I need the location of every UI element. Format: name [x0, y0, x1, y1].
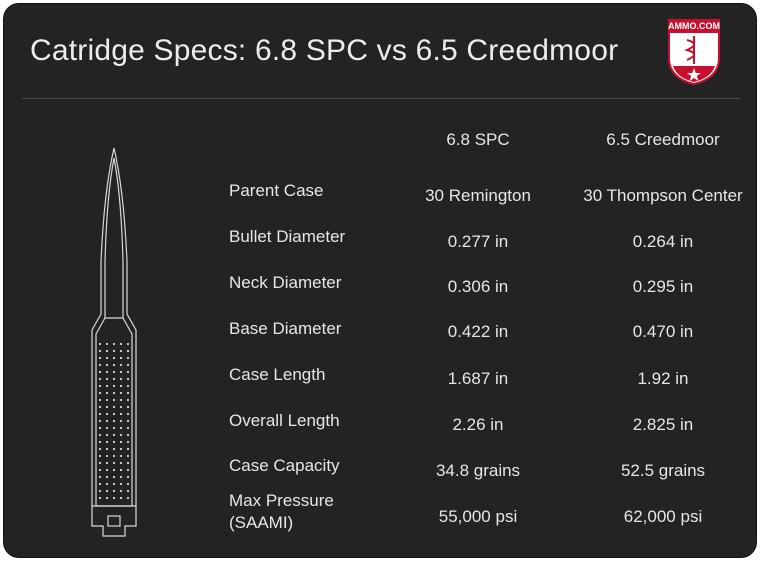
value-creedmoor-parent-case: 30 Thompson Center [583, 186, 743, 205]
row-label-parent-case: Parent Case [229, 181, 324, 200]
row-label-overall-length: Overall Length [229, 411, 340, 430]
value-spc-case-length: 1.687 in [447, 369, 509, 388]
value-creedmoor-max-pressure: 62,000 psi [623, 507, 703, 526]
logo-text: AMMO.COM [668, 21, 720, 31]
row-label-bullet-diameter: Bullet Diameter [229, 227, 346, 246]
row-label-max-pressure: Max Pressure [229, 491, 334, 510]
value-creedmoor-overall-length: 2.825 in [632, 415, 694, 434]
value-spc-max-pressure: 55,000 psi [438, 507, 518, 526]
row-label-case-capacity: Case Capacity [229, 456, 340, 475]
cartridge-outline-icon [91, 147, 137, 537]
value-spc-neck-diameter: 0.306 in [447, 277, 509, 296]
title-divider [22, 98, 740, 99]
value-creedmoor-bullet-diameter: 0.264 in [632, 232, 694, 251]
column-header-creedmoor: 6.5 Creedmoor [606, 130, 720, 149]
value-creedmoor-neck-diameter: 0.295 in [632, 277, 694, 296]
value-spc-parent-case: 30 Remington [425, 186, 531, 205]
row-label-neck-diameter: Neck Diameter [229, 273, 342, 292]
value-creedmoor-base-diameter: 0.470 in [632, 322, 694, 341]
ammo-logo: AMMO.COM [667, 18, 721, 86]
value-spc-overall-length: 2.26 in [452, 415, 504, 434]
powder-dots [98, 342, 130, 500]
spec-card: Catridge Specs: 6.8 SPC vs 6.5 Creedmoor… [3, 3, 757, 558]
value-spc-case-capacity: 34.8 grains [435, 461, 521, 480]
shield-logo-icon [668, 19, 720, 86]
row-label-base-diameter: Base Diameter [229, 319, 342, 338]
row-label-max-pressure-saami: (SAAMI) [229, 513, 294, 532]
value-creedmoor-case-length: 1.92 in [637, 369, 689, 388]
column-header-spc: 6.8 SPC [446, 130, 510, 149]
page-title: Catridge Specs: 6.8 SPC vs 6.5 Creedmoor [30, 34, 619, 67]
value-spc-base-diameter: 0.422 in [447, 322, 509, 341]
value-creedmoor-case-capacity: 52.5 grains [620, 461, 706, 480]
value-spc-bullet-diameter: 0.277 in [447, 232, 509, 251]
row-label-case-length: Case Length [229, 365, 326, 384]
